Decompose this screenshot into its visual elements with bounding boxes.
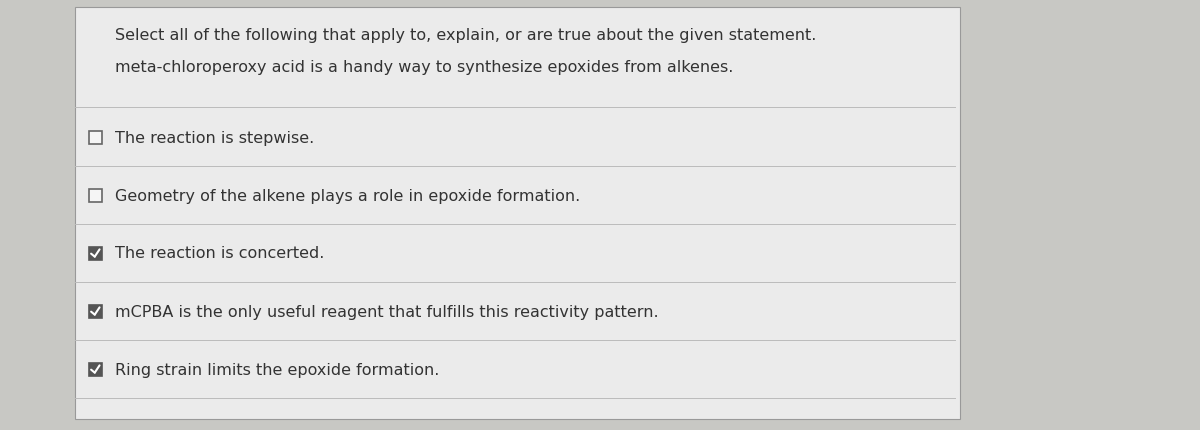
Bar	[89, 247, 102, 260]
Text: The reaction is stepwise.: The reaction is stepwise.	[115, 130, 314, 145]
Text: Select all of the following that apply to, explain, or are true about the given : Select all of the following that apply t…	[115, 28, 816, 43]
Bar	[89, 305, 102, 318]
Text: The reaction is concerted.: The reaction is concerted.	[115, 246, 324, 261]
Text: Geometry of the alkene plays a role in epoxide formation.: Geometry of the alkene plays a role in e…	[115, 188, 581, 203]
Bar	[74, 8, 960, 419]
Bar	[89, 131, 102, 144]
Text: Ring strain limits the epoxide formation.: Ring strain limits the epoxide formation…	[115, 362, 439, 377]
Text: mCPBA is the only useful reagent that fulfills this reactivity pattern.: mCPBA is the only useful reagent that fu…	[115, 304, 659, 319]
Bar	[89, 362, 102, 376]
Text: meta-chloroperoxy acid is a handy way to synthesize epoxides from alkenes.: meta-chloroperoxy acid is a handy way to…	[115, 60, 733, 75]
Bar	[89, 189, 102, 202]
